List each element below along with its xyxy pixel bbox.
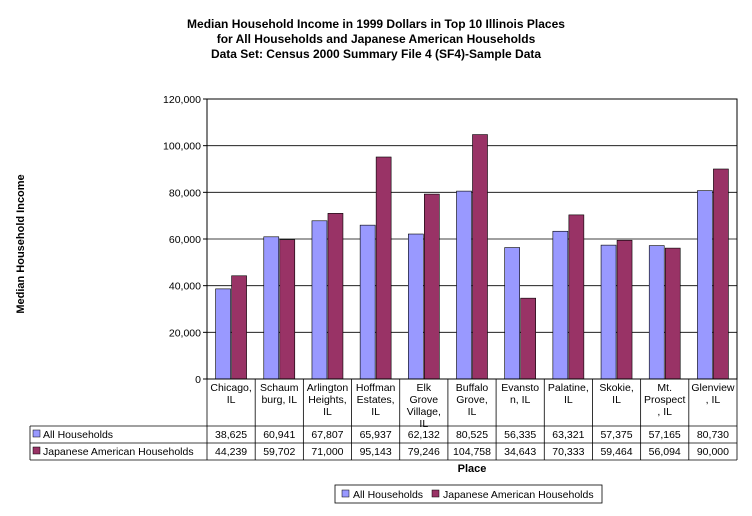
table-legend-swatch: [32, 429, 41, 438]
y-tick-label: 80,000: [169, 187, 201, 199]
legend-box: [334, 484, 603, 504]
table-legend-swatch: [32, 446, 41, 455]
bar: [327, 213, 344, 380]
chart-title-line: Median Household Income in 1999 Dollars …: [187, 17, 565, 31]
x-tick-label: , IL: [657, 406, 672, 418]
table-value: 79,246: [408, 446, 440, 458]
legend-label: All Households: [353, 489, 423, 501]
legend-swatch: [431, 489, 440, 498]
chart-title-line: Data Set: Census 2000 Summary File 4 (SF…: [211, 47, 541, 61]
bar: [600, 244, 617, 380]
table-value: 60,941: [263, 429, 295, 441]
y-axis-title: Median Household Income: [15, 174, 27, 313]
table-value: 80,525: [456, 429, 488, 441]
y-axis-ticks: 0 20,000 40,000 60,000 80,000 100,000 120,000: [163, 94, 207, 386]
table-series-name: Japanese American Households: [43, 446, 194, 458]
table-value: 104,758: [453, 446, 491, 458]
x-tick-label: Glenview: [691, 382, 735, 394]
y-tick-label: 100,000: [163, 141, 201, 153]
x-tick-label: IL: [419, 418, 428, 430]
table-value: 56,094: [649, 446, 681, 458]
legend-label: Japanese American Households: [443, 489, 594, 501]
bar: [231, 275, 247, 380]
legend-swatch: [341, 489, 350, 498]
table-value: 59,464: [600, 446, 632, 458]
x-tick-label: Chicago,: [210, 382, 251, 394]
x-tick-label: Estates,: [357, 394, 395, 406]
table-value: 95,143: [360, 446, 392, 458]
x-tick-label: Evansto: [501, 382, 539, 394]
table-value: 34,643: [504, 446, 536, 458]
x-tick-label: Elk: [417, 382, 432, 394]
y-tick-label: 20,000: [169, 327, 201, 339]
table-value: 63,321: [552, 429, 584, 441]
x-tick-label: IL: [564, 394, 573, 406]
bar: [552, 230, 569, 380]
chart-title-line: for All Households and Japanese American…: [217, 32, 536, 46]
x-tick-label: burg, IL: [261, 394, 297, 406]
bar: [263, 236, 280, 380]
bar: [375, 156, 392, 380]
bar: [311, 220, 328, 380]
bar: [616, 239, 633, 380]
bar: [456, 190, 472, 380]
bar: [359, 224, 376, 380]
table-value: 80,730: [697, 429, 729, 441]
y-tick-label: 40,000: [169, 281, 201, 293]
y-tick-label: 60,000: [169, 234, 201, 246]
table-value: 70,333: [552, 446, 584, 458]
x-tick-label: Schaum: [260, 382, 299, 394]
table-value: 57,165: [649, 429, 681, 441]
x-tick-label: IL: [371, 406, 380, 418]
table-value: 90,000: [697, 446, 729, 458]
x-tick-label: Grove,: [456, 394, 488, 406]
chart-title: Median Household Income in 1999 Dollars …: [187, 17, 565, 61]
bar: [568, 214, 585, 380]
table-value: 57,375: [600, 429, 632, 441]
bar: [408, 233, 424, 380]
table-value: 67,807: [311, 429, 343, 441]
x-tick-label: Grove: [410, 394, 439, 406]
x-tick-label: , IL: [706, 394, 721, 406]
x-tick-label: Prospect: [644, 394, 686, 406]
bar: [424, 193, 440, 380]
x-tick-label: n, IL: [510, 394, 531, 406]
bar: [697, 190, 713, 380]
bar: [664, 247, 681, 380]
table-value: 62,132: [408, 429, 440, 441]
x-tick-label: Buffalo: [456, 382, 489, 394]
x-tick-label: Heights,: [308, 394, 347, 406]
bar: [713, 168, 729, 380]
x-tick-label: Hoffman: [356, 382, 396, 394]
table-value: 44,239: [215, 446, 247, 458]
table-series-name: All Households: [43, 429, 113, 441]
x-axis-title: Place: [458, 463, 487, 475]
bar: [504, 247, 520, 380]
x-tick-label: IL: [323, 406, 332, 418]
x-tick-label: Skokie,: [599, 382, 633, 394]
table-value: 71,000: [311, 446, 343, 458]
x-tick-label: Village,: [407, 406, 441, 418]
y-tick-label: 120,000: [163, 94, 201, 106]
bar: [648, 245, 665, 380]
bars: [215, 134, 729, 380]
y-tick-label: 0: [195, 374, 201, 386]
x-tick-label: Arlington: [307, 382, 349, 394]
x-tick-label: Mt.: [657, 382, 672, 394]
bar: [279, 239, 296, 380]
table-value: 65,937: [360, 429, 392, 441]
x-tick-label: IL: [227, 394, 236, 406]
x-tick-label: IL: [612, 394, 621, 406]
bar: [472, 134, 488, 380]
table-value: 59,702: [263, 446, 295, 458]
x-tick-label: Palatine,: [548, 382, 589, 394]
bar: [520, 297, 536, 380]
table-value: 38,625: [215, 429, 247, 441]
table-value: 56,335: [504, 429, 536, 441]
legend: All Households Japanese American Househol…: [334, 484, 603, 504]
bar: [215, 288, 231, 380]
x-tick-label: IL: [468, 406, 477, 418]
